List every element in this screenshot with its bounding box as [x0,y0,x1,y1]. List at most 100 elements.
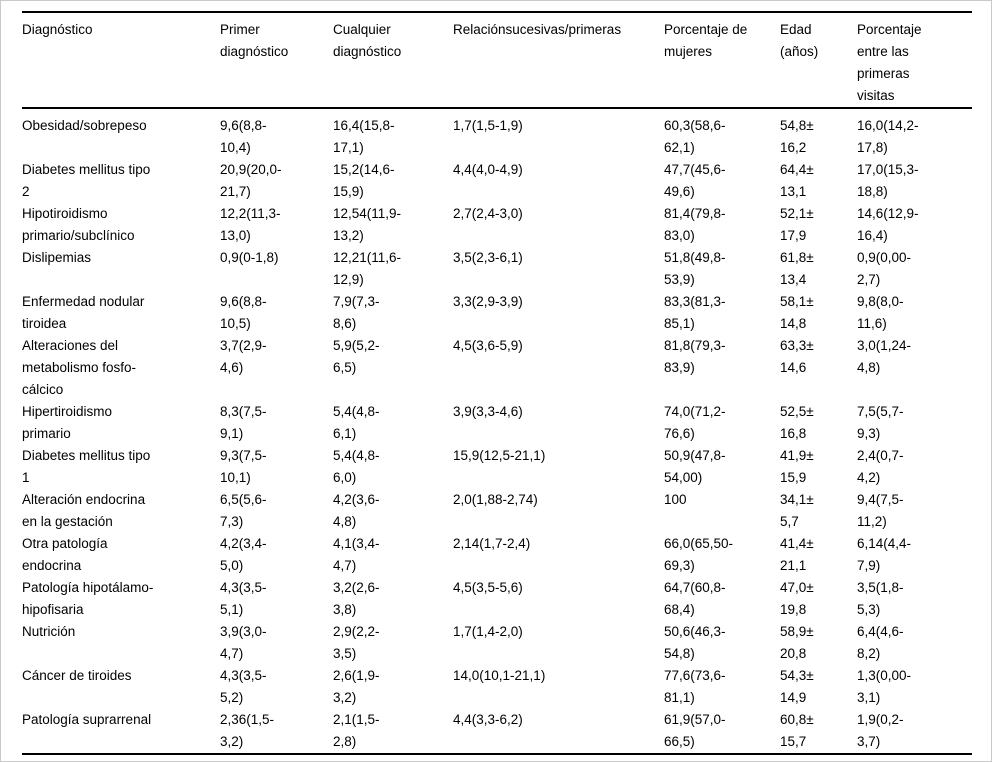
value-cell: 2,9(2,2-3,5) [333,624,380,661]
value-cell: 7,5(5,7-9,3) [857,404,904,441]
value-cell: 4,4(3,3-6,2) [453,712,523,727]
value-cell: 5,9(5,2-6,5) [333,338,380,375]
value-cell: 7,9(7,3-8,6) [333,294,380,331]
diagnostics-table: Diagnóstico Primer diagnóstico Cualquier d… [22,11,972,755]
table-header-row: Diagnóstico Primer diagnóstico Cualquier d… [22,12,972,109]
diagnosis-cell: Dislipemias [22,250,92,265]
value-cell: 60,8±​15,7 [780,712,814,749]
diagnosis-cell: Alteraciones del metabolismo fosfo-cálci… [22,338,137,397]
value-cell: 4,2(3,4-5,0) [220,536,267,573]
value-cell: 15,9(12,5-21,1) [453,448,546,463]
value-cell: 63,3±​14,6 [780,338,814,375]
value-cell: 3,5(2,3-6,1) [453,250,523,265]
table-row: Hipertiroidismo primario 8,3(7,5-9,1) 5,4(… [22,401,972,445]
value-cell: 6,5(5,6-7,3) [220,492,267,529]
value-cell: 8,3(7,5-9,1) [220,404,267,441]
value-cell: 2,36(1,5-3,2) [220,712,275,749]
diagnosis-cell: Patología hipotálamo-hipofisaria [22,580,154,617]
diagnosis-cell: Obesidad/sobrepeso [22,118,147,133]
value-cell: 50,6(46,3-54,8) [664,624,726,661]
table-row: Patología suprarrenal 2,36(1,5-3,2) 2,1(1,… [22,709,972,754]
value-cell: 2,1(1,5-2,8) [333,712,380,749]
value-cell: 61,8±​13,4 [780,250,814,287]
value-cell: 41,9±​15,9 [780,448,814,485]
value-cell: 4,4(4,0-4,9) [453,162,523,177]
value-cell: 3,9(3,3-4,6) [453,404,523,419]
table-row: Diabetes mellitus tipo 2 20,9(20,0-21,7) 1… [22,159,972,203]
value-cell: 34,1±​5,7 [780,492,814,529]
value-cell: 20,9(20,0-21,7) [220,162,282,199]
value-cell: 4,2(3,6-4,8) [333,492,380,529]
value-cell: 12,54(11,9-13,2) [333,206,402,243]
value-cell: 60,3(58,6-62,1) [664,118,726,155]
value-cell: 17,0(15,3-18,8) [857,162,919,199]
value-cell: 51,8(49,8-53,9) [664,250,726,287]
value-cell: 77,6(73,6-81,1) [664,668,726,705]
diagnosis-cell: Diabetes mellitus tipo 2 [22,162,151,199]
table-row: Patología hipotálamo-hipofisaria 4,3(3,5-… [22,577,972,621]
value-cell: 12,2(11,3-13,0) [220,206,281,243]
value-cell: 0,9(0-1,8) [220,250,279,265]
column-header: Diagnóstico [22,12,220,109]
value-cell: 1,3(0,00-3,1) [857,668,912,705]
value-cell: 2,0(1,88-2,74) [453,492,538,507]
value-cell: 12,21(11,6-12,9) [333,250,402,287]
value-cell: 47,0±​19,8 [780,580,814,617]
diagnosis-cell: Nutrición [22,624,76,639]
value-cell: 54,3±​14,9 [780,668,814,705]
table-body: Obesidad/sobrepeso 9,6(8,8-10,4) 16,4(15,8… [22,108,972,754]
value-cell: 9,6(8,8-10,4) [220,118,267,155]
value-cell: 3,5(1,8-5,3) [857,580,904,617]
value-cell: 64,4±​13,1 [780,162,814,199]
value-cell: 4,5(3,5-5,6) [453,580,523,595]
column-header: Relaciónsucesivas/primeras [453,12,664,109]
value-cell: 4,1(3,4-4,7) [333,536,380,573]
value-cell: 6,4(4,6-8,2) [857,624,904,661]
table-row: Cáncer de tiroides 4,3(3,5-5,2) 2,6(1,9-3,… [22,665,972,709]
value-cell: 66,0(65,50-69,3) [664,536,734,573]
value-cell: 74,0(71,2-76,6) [664,404,726,441]
value-cell: 5,4(4,8-6,1) [333,404,380,441]
value-cell: 0,9(0,00-2,7) [857,250,912,287]
value-cell: 64,7(60,8-68,4) [664,580,726,617]
value-cell: 9,6(8,8-10,5) [220,294,267,331]
table-row: Diabetes mellitus tipo 1 9,3(7,5-10,1) 5,4… [22,445,972,489]
column-header: Primer diagnóstico [220,12,333,109]
value-cell: 3,9(3,0-4,7) [220,624,267,661]
value-cell: 81,4(79,8-83,0) [664,206,726,243]
value-cell: 6,14(4,4-7,9) [857,536,912,573]
value-cell: 16,4(15,8-17,1) [333,118,395,155]
table-row: Dislipemias 0,9(0-1,8) 12,21(11,6-12,9) 3,5… [22,247,972,291]
diagnosis-cell: Otra patología endocrina [22,536,108,573]
diagnosis-cell: Hipertiroidismo primario [22,404,113,441]
diagnosis-cell: Alteración endocrina en la gestación [22,492,146,529]
value-cell: 52,5±​16,8 [780,404,814,441]
column-header: Cualquier diagnóstico [333,12,453,109]
value-cell: 3,2(2,6-3,8) [333,580,380,617]
diagnosis-cell: Hipotiroidismo primario/subclínico [22,206,135,243]
value-cell: 58,9±​20,8 [780,624,814,661]
value-cell: 3,3(2,9-3,9) [453,294,523,309]
value-cell: 83,3(81,3-85,1) [664,294,726,331]
table-row: Alteración endocrina en la gestación 6,5(… [22,489,972,533]
value-cell: 54,8±​16,2 [780,118,814,155]
table-row: Otra patología endocrina 4,2(3,4-5,0) 4,1(… [22,533,972,577]
value-cell: 1,7(1,4-2,0) [453,624,523,639]
table-header: Diagnóstico Primer diagnóstico Cualquier d… [22,12,972,109]
value-cell: 9,4(7,5-11,2) [857,492,904,529]
value-cell: 50,9(47,8-54,00) [664,448,726,485]
value-cell: 14,6(12,9-16,4) [857,206,919,243]
diagnosis-cell: Patología suprarrenal [22,712,152,727]
value-cell: 9,8(8,0-11,6) [857,294,904,331]
value-cell: 3,0(1,24-4,8) [857,338,912,375]
diagnosis-cell: Enfermedad nodular tiroidea [22,294,145,331]
value-cell: 2,14(1,7-2,4) [453,536,531,551]
table-row: Hipotiroidismo primario/subclínico 12,2(1… [22,203,972,247]
value-cell: 16,0(14,2-17,8) [857,118,919,155]
value-cell: 2,4(0,7-4,2) [857,448,904,485]
value-cell: 2,6(1,9-3,2) [333,668,380,705]
value-cell: 58,1±​14,8 [780,294,814,331]
value-cell: 4,3(3,5-5,2) [220,668,267,705]
table-row: Nutrición 3,9(3,0-4,7) 2,9(2,2-3,5) 1,7(1,4… [22,621,972,665]
value-cell: 9,3(7,5-10,1) [220,448,267,485]
